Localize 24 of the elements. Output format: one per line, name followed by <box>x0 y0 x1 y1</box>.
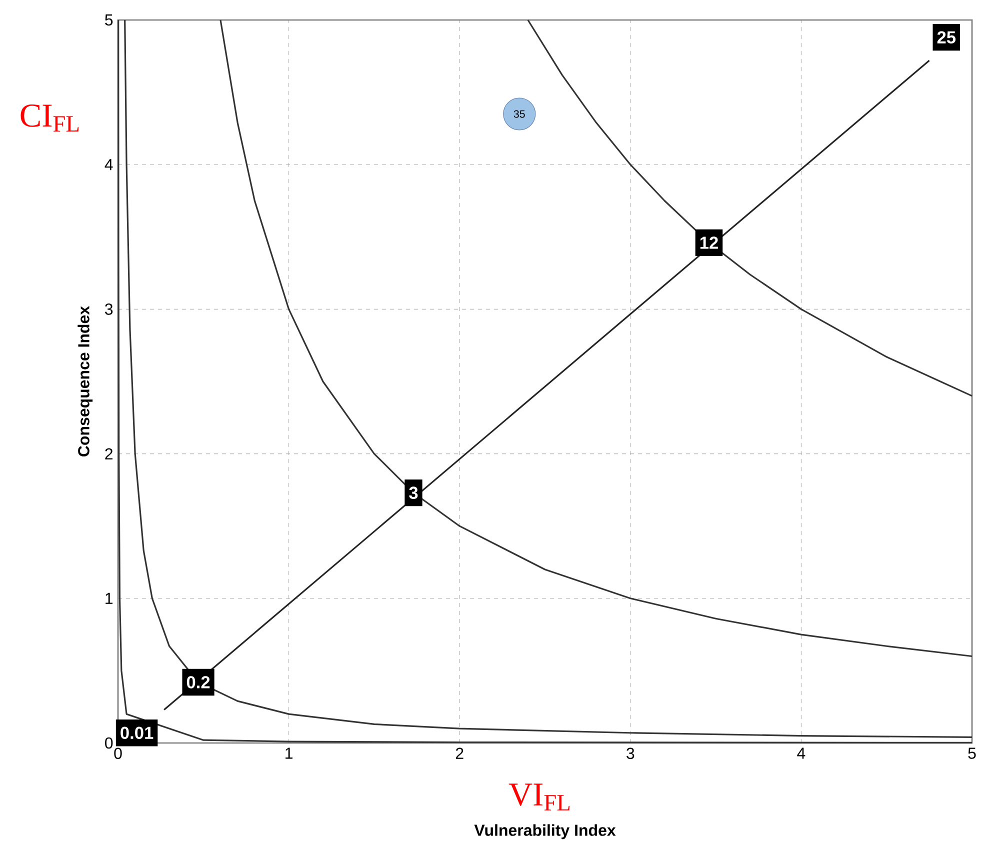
point <box>503 98 536 130</box>
x-axis-title: Vulnerability Index <box>474 824 616 840</box>
annotation: 0.2 <box>186 676 210 688</box>
y-tick-label: 0 <box>105 737 113 749</box>
annotation: 25 <box>937 31 956 44</box>
x-tick-label: 0 <box>114 748 122 760</box>
x-tick-label: 2 <box>456 748 464 759</box>
y-tick-label: 3 <box>105 304 113 315</box>
y-tick-label: 4 <box>104 159 113 170</box>
annotation: 0.01 <box>120 726 154 740</box>
x-tick-label: 1 <box>286 748 292 759</box>
line-series <box>220 19 973 658</box>
text: VI$_{FL}$ <box>508 784 570 810</box>
y-tick-label: 2 <box>105 448 112 460</box>
x-tick-label: 4 <box>797 748 806 759</box>
annotation: 12 <box>700 236 718 249</box>
text: CI$_{FL}$ <box>20 104 79 132</box>
line-series <box>527 19 973 397</box>
y-axis-title: Consequence Index <box>78 306 93 456</box>
y-tick-label: 5 <box>105 14 113 26</box>
annotation: 35 <box>514 110 525 118</box>
y-tick-label: 1 <box>106 592 113 604</box>
x-tick-label: 5 <box>968 748 976 759</box>
x-tick-label: 3 <box>626 748 634 760</box>
